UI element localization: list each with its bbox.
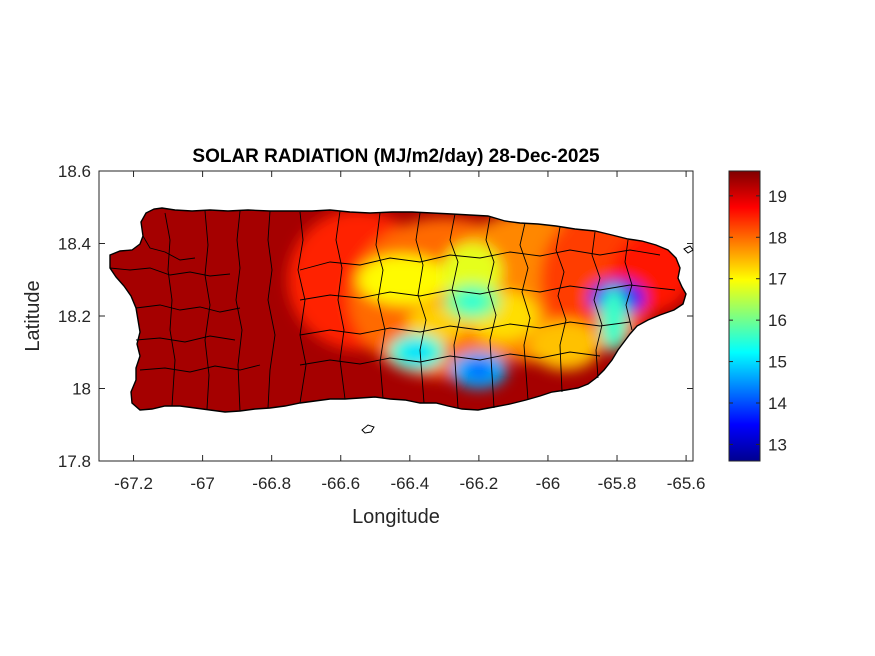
x-tick-label: -65.8: [598, 474, 637, 493]
x-tick-label: -66.4: [390, 474, 429, 493]
colorbar: [728, 170, 761, 462]
heat-cell: [357, 254, 448, 305]
x-tick-label: -67: [190, 474, 215, 493]
colorbar-tick-label: 13: [768, 435, 787, 454]
municipality-border: [591, 231, 603, 379]
municipality-border: [164, 212, 176, 407]
municipality-border: [555, 226, 567, 393]
colorbar-ticks: 13 14 15 16 17 18 19: [729, 187, 787, 454]
x-axis: -67.2 -67 -66.8 -66.6 -66.4 -66.2 -66 -65.8 -65.…: [114, 171, 705, 493]
colorbar-tick-label: 19: [768, 187, 787, 206]
colorbar-tick-label: 16: [768, 311, 787, 330]
heat-cell: [457, 291, 486, 312]
municipality-border: [139, 364, 261, 373]
municipality-border: [299, 284, 676, 301]
y-tick-label: 18: [72, 380, 91, 399]
y-tick-label: 18.4: [58, 235, 91, 254]
chart-title: SOLAR RADIATION (MJ/m2/day) 28-Dec-2025: [192, 146, 600, 167]
municipality-borders: [109, 210, 676, 412]
vieques-tip: [683, 245, 694, 254]
municipality-border: [485, 216, 497, 409]
municipality-border: [299, 321, 631, 336]
municipality-border: [375, 212, 386, 399]
municipality-border: [519, 222, 531, 401]
y-tick-label: 17.8: [58, 452, 91, 471]
municipality-border: [204, 210, 211, 410]
municipality-border: [335, 210, 346, 400]
x-tick-label: -65.6: [667, 474, 706, 493]
heat-cell: [402, 342, 431, 363]
municipality-border: [267, 210, 276, 409]
municipality-border: [135, 335, 236, 343]
colorbar-tick-label: 14: [768, 394, 787, 413]
municipality-border: [135, 304, 241, 313]
y-axis-label: Latitude: [22, 280, 44, 351]
heat-cell: [599, 287, 628, 352]
municipality-border: [142, 235, 196, 261]
y-tick-label: 18.6: [58, 162, 91, 181]
colorbar-tick-label: 17: [768, 270, 787, 289]
colorbar-tick-label: 15: [768, 353, 787, 372]
municipality-border: [109, 267, 231, 277]
municipality-border: [299, 249, 661, 271]
colorbar-tick-label: 18: [768, 228, 787, 247]
y-axis: 17.8 18 18.2 18.4 18.6: [58, 162, 693, 471]
municipality-border: [297, 211, 307, 404]
x-tick-label: -66.6: [321, 474, 360, 493]
x-tick-label: -66.2: [460, 474, 499, 493]
heat-cell: [464, 360, 493, 381]
x-axis-label: Longitude: [352, 506, 440, 528]
x-tick-label: -66: [536, 474, 561, 493]
y-tick-label: 18.2: [58, 307, 91, 326]
island-coastline: [109, 207, 687, 413]
caja-de-muertos-island: [361, 424, 375, 434]
municipality-border: [415, 212, 427, 404]
heat-cell: [530, 320, 601, 370]
municipality-border: [235, 210, 243, 412]
x-tick-label: -67.2: [114, 474, 153, 493]
municipality-border: [299, 351, 601, 366]
x-tick-label: -66.8: [252, 474, 291, 493]
